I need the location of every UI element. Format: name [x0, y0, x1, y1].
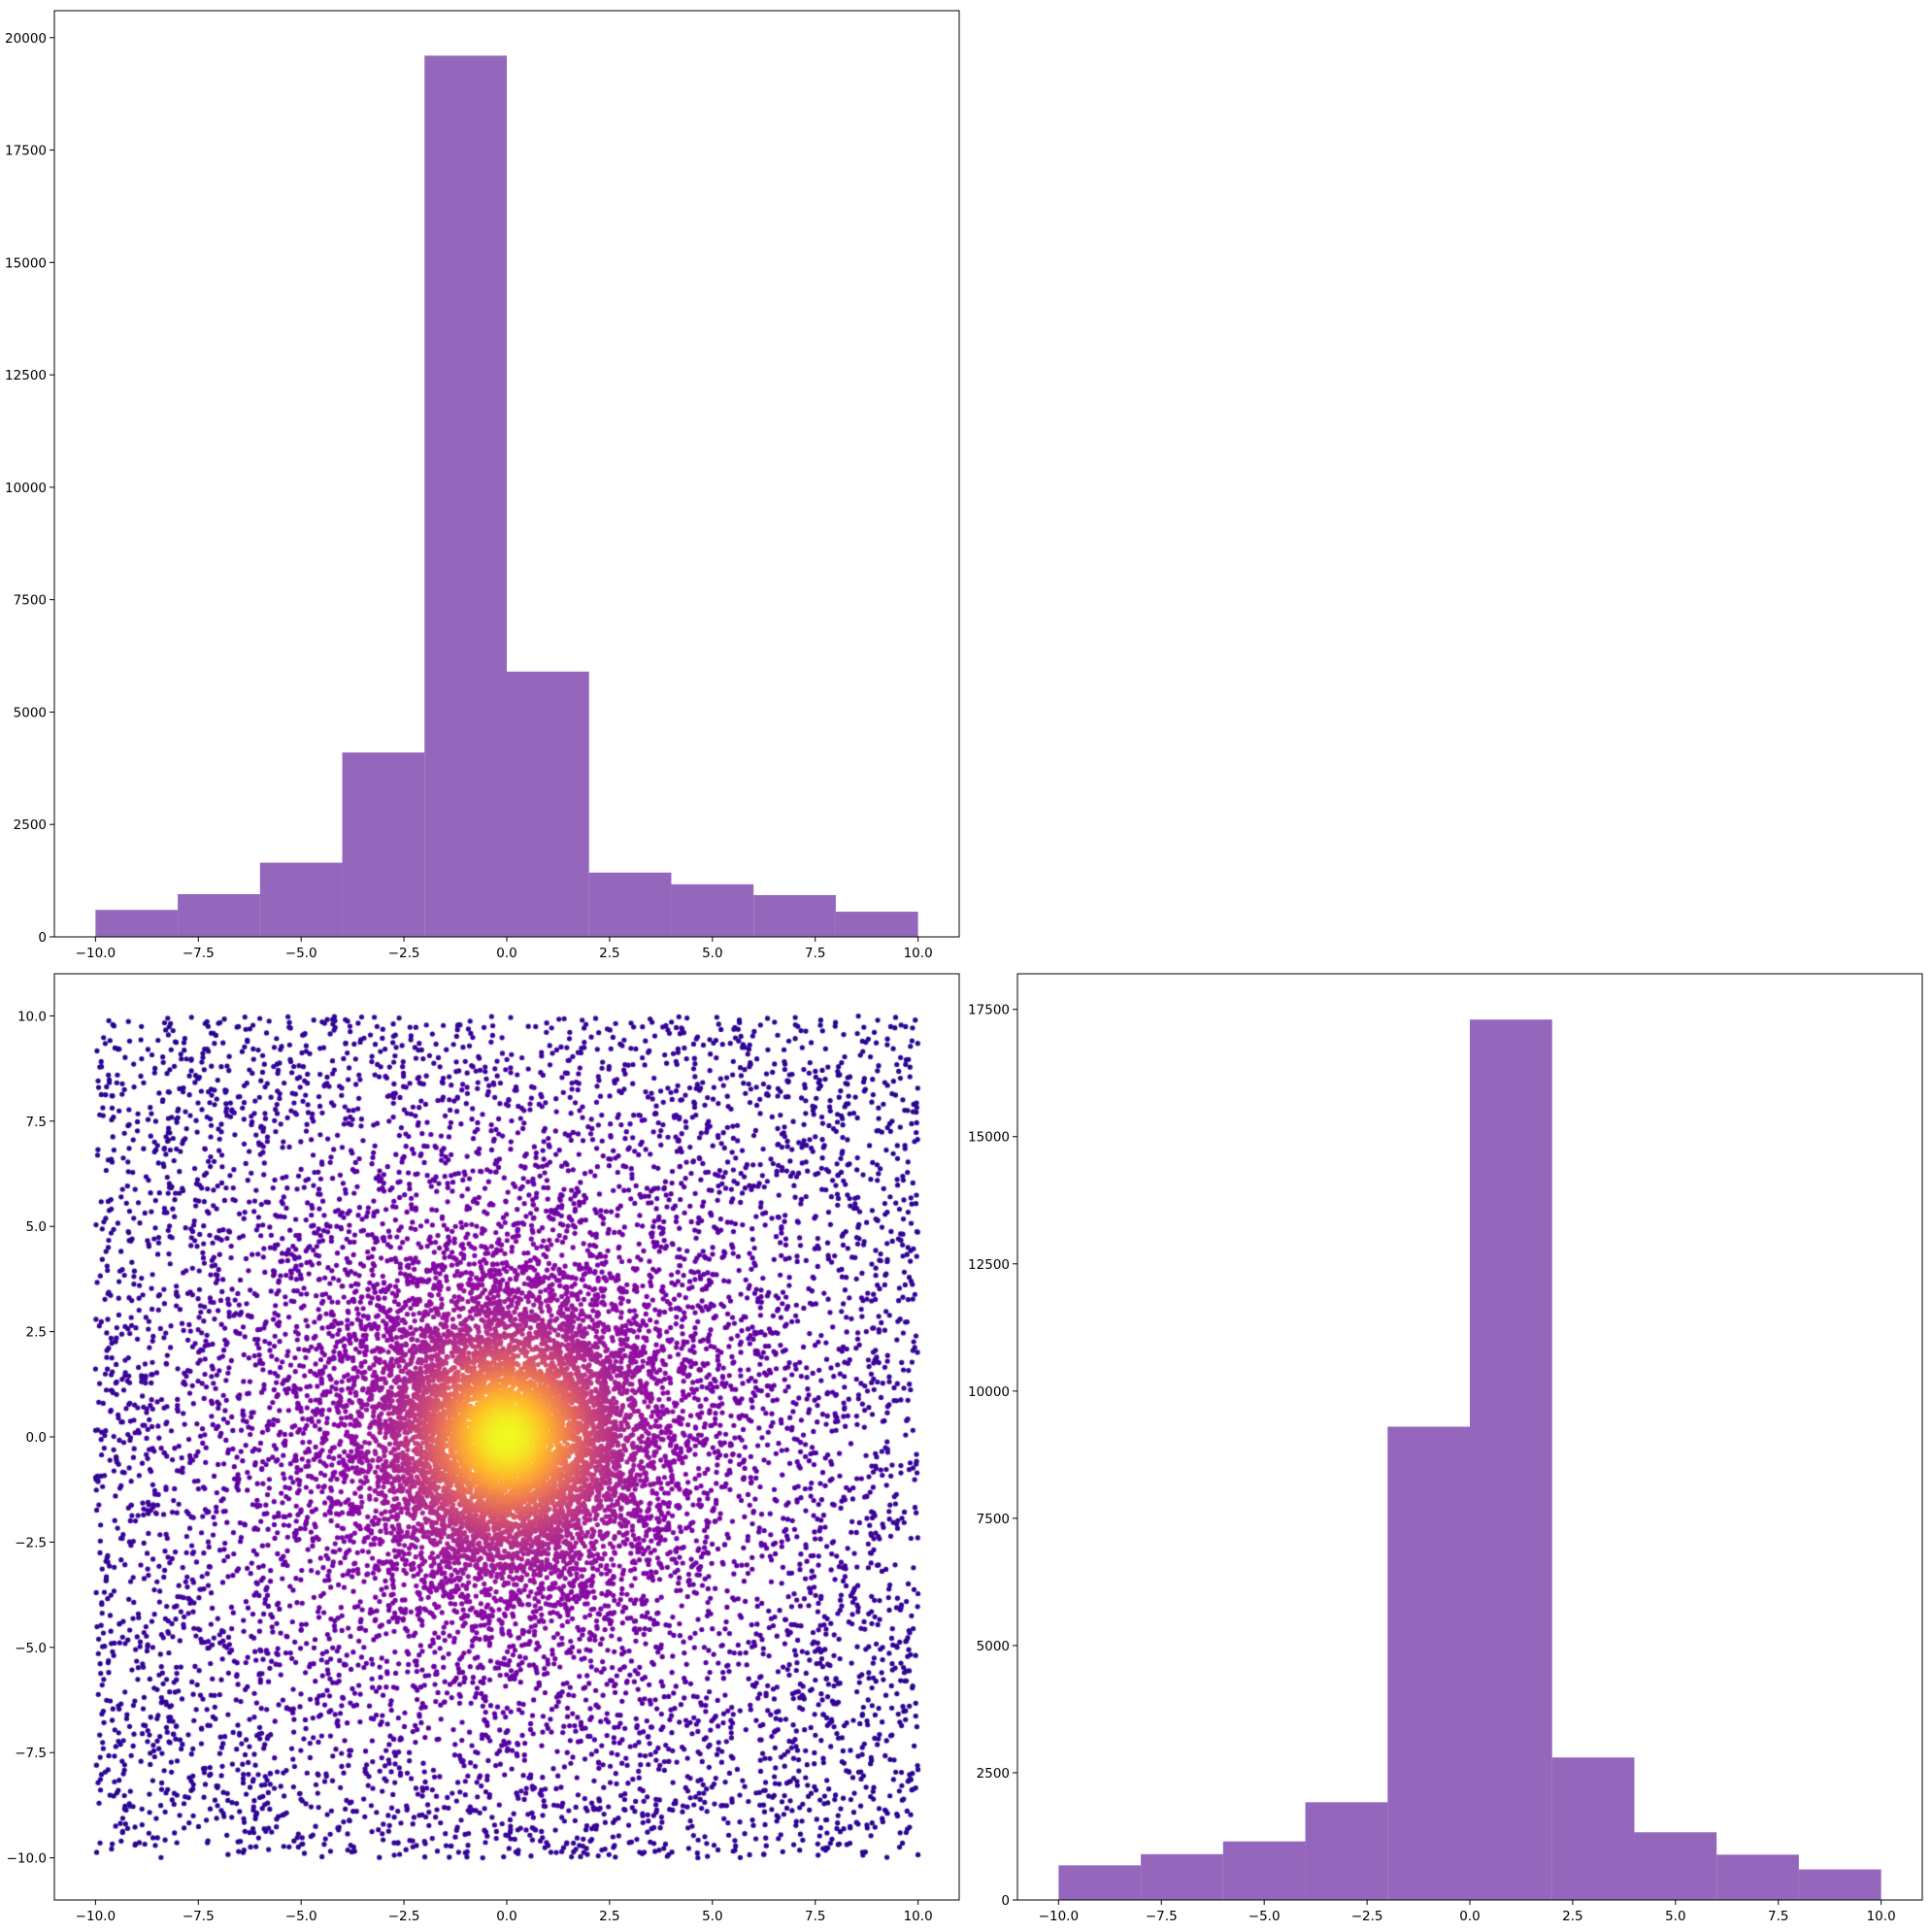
bottom-left-plot-area: [54, 974, 959, 1900]
bottom-left-scatter-y-tick-label: 7.5: [26, 1115, 47, 1130]
bottom-right-histogram-x-tick-label: −2.5: [1351, 1909, 1383, 1924]
bottom-left-scatter-x-tick-label: 10.0: [904, 1909, 933, 1924]
bottom-right-histogram-x-tick-label: −10.0: [1039, 1909, 1079, 1924]
top-left-histogram-x-tick-label: −5.0: [285, 946, 317, 961]
bottom-right-histogram-x-tick-label: −5.0: [1248, 1909, 1281, 1924]
bottom-right-histogram-bar: [1551, 1757, 1635, 1900]
top-left-histogram-y-tick-label: 20000: [5, 31, 47, 47]
top-left-histogram-x-tick-label: 2.5: [599, 946, 619, 961]
top-left-ticks: −10.0 −7.5 −5.0 −2.5 0.0 2.5 5.0 7.5 10.0 0 2500 50…: [5, 31, 933, 961]
top-left-histogram-panel: −10.0 −7.5 −5.0 −2.5 0.0 2.5 5.0 7.5 10.0 0 2500 50…: [5, 10, 960, 961]
bottom-right-histogram-bar: [1058, 1865, 1142, 1900]
bottom-right-histogram-x-tick-label: 2.5: [1562, 1909, 1582, 1924]
top-left-histogram-bar: [95, 910, 179, 937]
top-left-histogram-y-tick-label: 0: [38, 930, 47, 946]
bottom-left-scatter-x-tick-label: 5.0: [702, 1909, 722, 1924]
bottom-right-histogram-panel: −10.0 −7.5 −5.0 −2.5 0.0 2.5 5.0 7.5 10.0 0 2500 50…: [968, 973, 1923, 1924]
top-left-histogram-x-tick-label: 0.0: [496, 946, 516, 961]
top-left-histogram-x-tick-label: −2.5: [388, 946, 420, 961]
bottom-left-scatter-y-tick-label: 2.5: [26, 1325, 47, 1341]
bottom-right-histogram-y-tick-label: 2500: [977, 1766, 1010, 1782]
bottom-right-histogram-y-tick-label: 0: [1001, 1893, 1010, 1909]
bottom-right-ticks: −10.0 −7.5 −5.0 −2.5 0.0 2.5 5.0 7.5 10.0 0 2500 50…: [968, 1003, 1896, 1924]
top-left-histogram-bar: [671, 883, 754, 937]
top-left-histogram-x-tick-label: 5.0: [702, 946, 722, 961]
bottom-right-histogram-bar: [1141, 1853, 1223, 1900]
bottom-left-scatter-panel: −10.0 −7.5 −5.0 −2.5 0.0 2.5 5.0 7.5 10.0 −10.0 −7…: [7, 973, 960, 1924]
top-left-histogram-y-tick-label: 2500: [14, 817, 47, 833]
top-left-histogram-y-tick-label: 7500: [14, 593, 47, 609]
top-left-histogram-y-tick-label: 10000: [5, 481, 47, 496]
top-left-histogram-y-tick-label: 17500: [5, 144, 47, 159]
bottom-left-scatter-x-tick-label: 0.0: [496, 1909, 516, 1924]
top-left-plot-area: [95, 55, 918, 938]
top-left-histogram-x-tick-label: 10.0: [904, 946, 933, 961]
bottom-right-plot-area: [1058, 1019, 1881, 1900]
bottom-right-histogram-y-tick-label: 12500: [968, 1257, 1010, 1273]
bottom-right-histogram-x-tick-label: −7.5: [1146, 1909, 1178, 1924]
bottom-right-histogram-y-tick-label: 7500: [977, 1512, 1010, 1527]
bottom-left-scatter-x-tick-label: −10.0: [76, 1909, 116, 1924]
bottom-left-scatter-x-tick-label: 2.5: [599, 1909, 619, 1924]
bottom-right-histogram-y-tick-label: 17500: [968, 1003, 1010, 1018]
bottom-left-scatter-x-tick-label: 7.5: [805, 1909, 825, 1924]
top-left-histogram-bar: [259, 862, 343, 937]
top-left-histogram-bar: [507, 671, 589, 937]
top-left-histogram-bar: [588, 872, 672, 937]
top-left-histogram-x-tick-label: −10.0: [76, 946, 116, 961]
top-left-histogram-bar: [178, 894, 260, 937]
bottom-left-scatter-y-tick-label: 10.0: [17, 1009, 47, 1024]
top-left-histogram-y-tick-label: 15000: [5, 255, 47, 271]
bottom-right-histogram-bar: [1387, 1426, 1470, 1900]
bottom-right-histogram-bar: [1716, 1854, 1799, 1900]
bottom-right-histogram-bar: [1305, 1802, 1388, 1900]
bottom-right-histogram-y-tick-label: 15000: [968, 1130, 1010, 1146]
scatter-points-layer: [54, 974, 959, 1900]
top-left-histogram-x-tick-label: −7.5: [183, 946, 215, 961]
bottom-right-histogram-x-tick-label: 10.0: [1867, 1909, 1896, 1924]
top-left-histogram-bar: [835, 912, 918, 937]
bottom-right-histogram-x-tick-label: 7.5: [1768, 1909, 1788, 1924]
bottom-left-scatter-y-tick-label: 0.0: [26, 1430, 47, 1446]
top-left-histogram-y-tick-label: 12500: [5, 368, 47, 383]
bottom-left-ticks: −10.0 −7.5 −5.0 −2.5 0.0 2.5 5.0 7.5 10.0 −10.0 −7…: [7, 1009, 933, 1924]
bottom-left-scatter-y-tick-label: −10.0: [7, 1851, 47, 1867]
bottom-left-scatter-y-tick-label: −2.5: [15, 1535, 47, 1550]
bottom-right-histogram-y-tick-label: 10000: [968, 1384, 1010, 1400]
top-left-histogram-bar: [753, 894, 836, 937]
bottom-right-histogram-bar: [1222, 1841, 1306, 1900]
bottom-left-scatter-y-tick-label: 5.0: [26, 1219, 47, 1235]
top-left-histogram-y-tick-label: 5000: [14, 705, 47, 720]
bottom-right-histogram-x-tick-label: 5.0: [1665, 1909, 1685, 1924]
bottom-left-scatter-x-tick-label: −7.5: [183, 1909, 215, 1924]
bottom-right-histogram-y-tick-label: 5000: [977, 1639, 1010, 1654]
top-left-histogram-bar: [342, 752, 425, 937]
bottom-right-histogram-bar: [1798, 1869, 1881, 1900]
bottom-left-scatter-y-tick-label: −7.5: [15, 1746, 47, 1761]
bottom-left-scatter-x-tick-label: −2.5: [388, 1909, 420, 1924]
top-left-histogram-x-tick-label: 7.5: [805, 946, 825, 961]
bottom-left-scatter-x-tick-label: −5.0: [285, 1909, 317, 1924]
bottom-left-scatter-y-tick-label: −5.0: [15, 1641, 47, 1656]
bottom-right-histogram-x-tick-label: 0.0: [1459, 1909, 1480, 1924]
top-left-histogram-bar: [424, 55, 507, 938]
bottom-right-histogram-bar: [1470, 1019, 1552, 1900]
bottom-right-histogram-bar: [1634, 1832, 1717, 1900]
